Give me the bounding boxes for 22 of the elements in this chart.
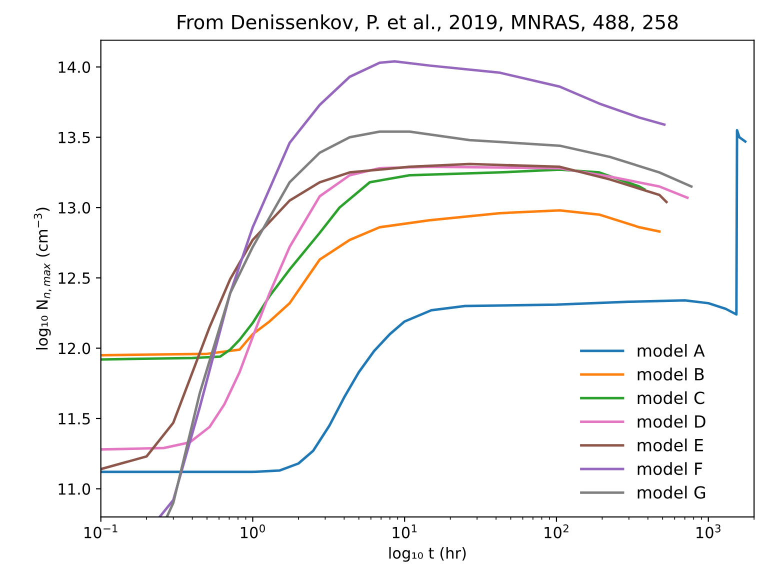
chart-title: From Denissenkov, P. et al., 2019, MNRAS, 488, 258 (178, 14, 678, 32)
y-tick-label: 12.0 (58, 342, 90, 354)
legend-label: model G (638, 486, 706, 499)
x-tick-label: 10$^{3}$ (696, 524, 720, 538)
legend-label: model F (638, 462, 702, 476)
legend-label: model B (638, 368, 704, 381)
legend-label: model D (638, 414, 706, 428)
y-tick-label: 12.5 (58, 272, 90, 284)
legend-label: model C (638, 391, 704, 404)
x-tick-label: 10$^{2}$ (544, 524, 568, 538)
legend-label: model A (638, 344, 705, 357)
x-tick-label: 10$^{−1}$ (84, 524, 118, 538)
y-axis-title: log₁₀ N$_{n,max}$ (cm$^{−3}$) (34, 208, 52, 350)
x-tick-label: 10$^{1}$ (392, 524, 417, 538)
y-tick-label: 13.5 (58, 132, 90, 144)
y-tick-label: 11.0 (58, 483, 90, 495)
y-tick-label: 11.5 (58, 413, 90, 425)
legend-label: model E (638, 438, 703, 452)
y-tick-label: 14.0 (58, 61, 90, 73)
x-axis-title: log₁₀ t (hr) (389, 546, 466, 562)
y-tick-label: 13.0 (58, 202, 90, 214)
x-tick-label: 10$^{0}$ (240, 524, 265, 538)
